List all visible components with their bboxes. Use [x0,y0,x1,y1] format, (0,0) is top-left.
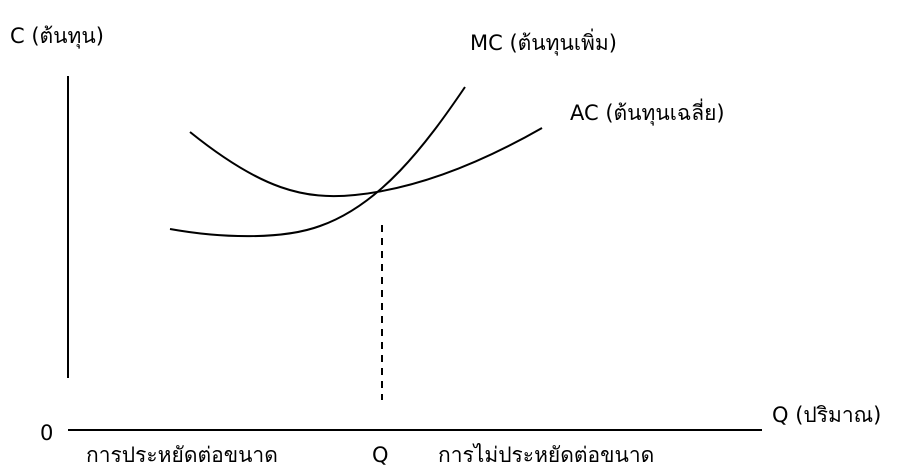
ac-curve [189,127,543,198]
y-axis-label: C (ต้นทุน) [10,24,104,49]
mc-curve-label: MC (ต้นทุนเพิ่ม) [470,28,617,56]
mc-curve [169,86,466,238]
diseconomies-of-scale-label: การไม่ประหยัดต่อขนาด [438,443,654,465]
x-axis-label: Q (ปริมาณ) [772,403,881,427]
origin-label: 0 [40,421,53,445]
economies-of-scale-label: การประหยัดต่อขนาด [86,443,278,465]
ac-curve-label: AC (ต้นทุนเฉลี่ย) [570,98,725,126]
q-marker-label: Q [372,443,389,465]
